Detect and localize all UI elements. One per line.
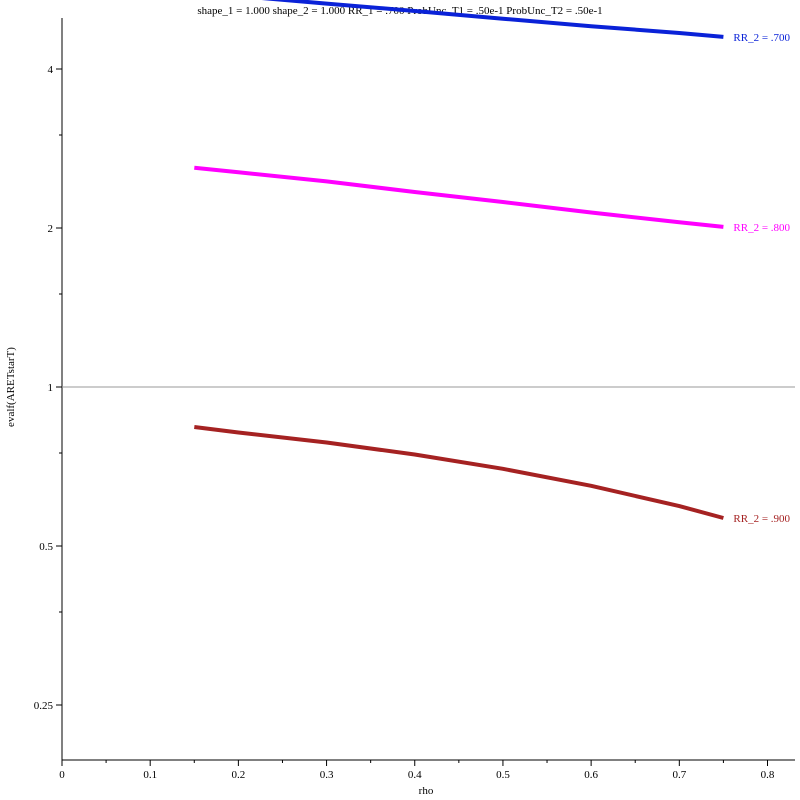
y-tick-label: 1 xyxy=(48,382,54,394)
x-tick-label: 0.4 xyxy=(408,769,422,781)
x-tick-label: 0.5 xyxy=(496,769,510,781)
x-tick-label: 0.6 xyxy=(584,769,598,781)
x-tick-label: 0.3 xyxy=(320,769,334,781)
y-tick-label: 0.25 xyxy=(34,700,54,712)
series-line xyxy=(194,425,724,520)
series-line xyxy=(261,0,724,39)
x-tick-group: 0 0.1 0.2 0.3 0.4 0.5 0.6 0.7 0.8 xyxy=(59,760,775,781)
x-tick-label: 0.8 xyxy=(761,769,775,781)
y-tick-label: 4 xyxy=(48,64,54,76)
series-label: RR_2 = .800 xyxy=(733,222,790,234)
series-label: RR_2 = .900 xyxy=(733,513,790,525)
y-tick-label: 2 xyxy=(48,223,54,235)
series-group xyxy=(194,0,724,520)
series-label-group: RR_2 = .700 RR_2 = .800 RR_2 = .900 xyxy=(733,32,790,525)
x-tick-label: 0 xyxy=(59,769,65,781)
y-tick-label: 0.5 xyxy=(39,541,53,553)
y-tick-group: 0.25 0.5 1 2 4 xyxy=(34,64,62,712)
series-line xyxy=(194,165,724,229)
x-tick-label: 0.1 xyxy=(143,769,157,781)
series-label: RR_2 = .700 xyxy=(733,32,790,44)
x-tick-label: 0.7 xyxy=(672,769,686,781)
x-tick-label: 0.2 xyxy=(232,769,246,781)
y-axis-label: evalf(ARETstarT) xyxy=(5,347,17,427)
x-axis-label: rho xyxy=(419,785,434,797)
